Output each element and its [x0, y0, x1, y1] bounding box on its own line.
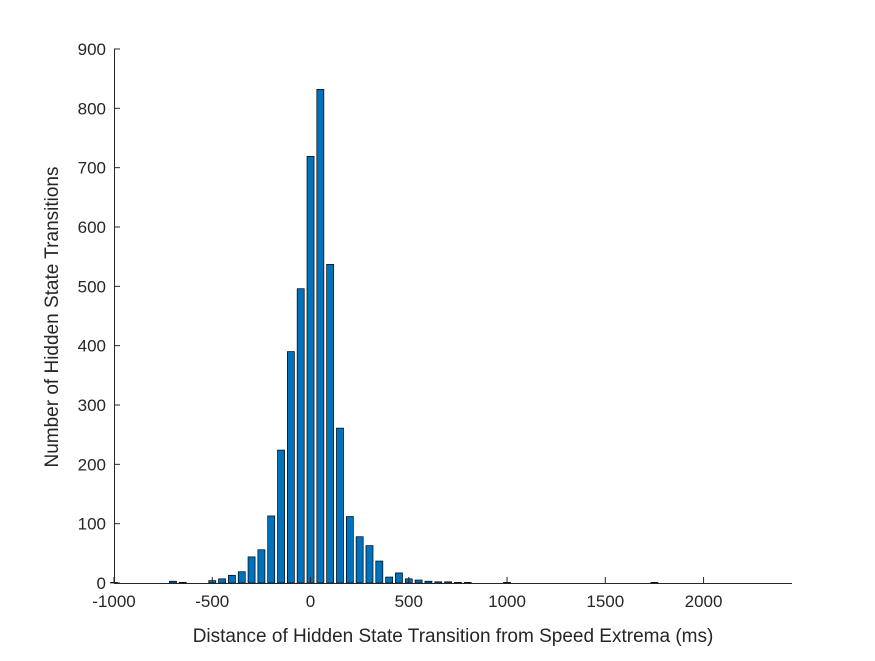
histogram-bar — [395, 572, 403, 584]
x-tick-label: 1500 — [586, 592, 624, 611]
histogram-bar — [267, 515, 276, 584]
x-tick-label: 1000 — [488, 592, 526, 611]
y-tick-label: 900 — [78, 40, 106, 59]
y-tick-label: 700 — [78, 159, 106, 178]
histogram-bar — [365, 545, 374, 584]
histogram-bar — [444, 581, 452, 584]
histogram-bar — [345, 516, 354, 584]
bars-group — [110, 88, 659, 584]
y-tick-label: 100 — [78, 515, 106, 534]
histogram-bar — [385, 576, 393, 584]
histogram-bar — [237, 571, 246, 584]
x-tick-label: -500 — [195, 592, 229, 611]
y-tick-label: 400 — [78, 337, 106, 356]
histogram-bar — [257, 549, 266, 584]
x-tick-label: 500 — [395, 592, 423, 611]
histogram-bar — [178, 582, 187, 584]
x-tick-label: 2000 — [685, 592, 723, 611]
y-tick-label: 500 — [78, 277, 106, 296]
x-axis-label: Distance of Hidden State Transition from… — [193, 626, 714, 647]
y-ticks-group: 0 100 200 300 400 500 600 700 800 900 — [78, 40, 120, 593]
histogram-bar — [463, 582, 472, 584]
histogram-bar — [355, 536, 364, 584]
axes-group — [114, 49, 792, 584]
histogram-bar — [326, 264, 335, 584]
histogram-bar — [336, 427, 344, 584]
histogram-bar — [375, 560, 384, 584]
histogram-bar — [287, 351, 295, 584]
histogram-bar — [169, 580, 177, 584]
y-tick-label: 200 — [78, 455, 106, 474]
histogram-bar — [228, 574, 236, 584]
histogram-bar — [424, 580, 433, 584]
y-tick-label: 800 — [78, 99, 106, 118]
histogram-bar — [414, 579, 423, 584]
histogram-bar — [306, 156, 315, 584]
y-tick-label: 600 — [78, 218, 106, 237]
histogram-bar — [218, 578, 226, 584]
histogram-bar — [247, 556, 256, 584]
histogram-bar — [434, 581, 443, 584]
y-axis-label: Number of Hidden State Transitions — [42, 167, 63, 468]
histogram-bar — [454, 582, 462, 584]
x-tick-label: -1000 — [92, 592, 135, 611]
histogram-bar — [277, 449, 285, 584]
x-tick-label: 0 — [306, 592, 315, 611]
y-tick-label: 0 — [97, 574, 106, 593]
x-ticks-group: -1000 -500 0 500 1000 1500 2000 — [92, 577, 722, 611]
histogram-bar — [650, 582, 659, 584]
histogram-bar — [316, 88, 325, 584]
histogram-bar — [296, 288, 305, 584]
y-tick-label: 300 — [78, 396, 106, 415]
